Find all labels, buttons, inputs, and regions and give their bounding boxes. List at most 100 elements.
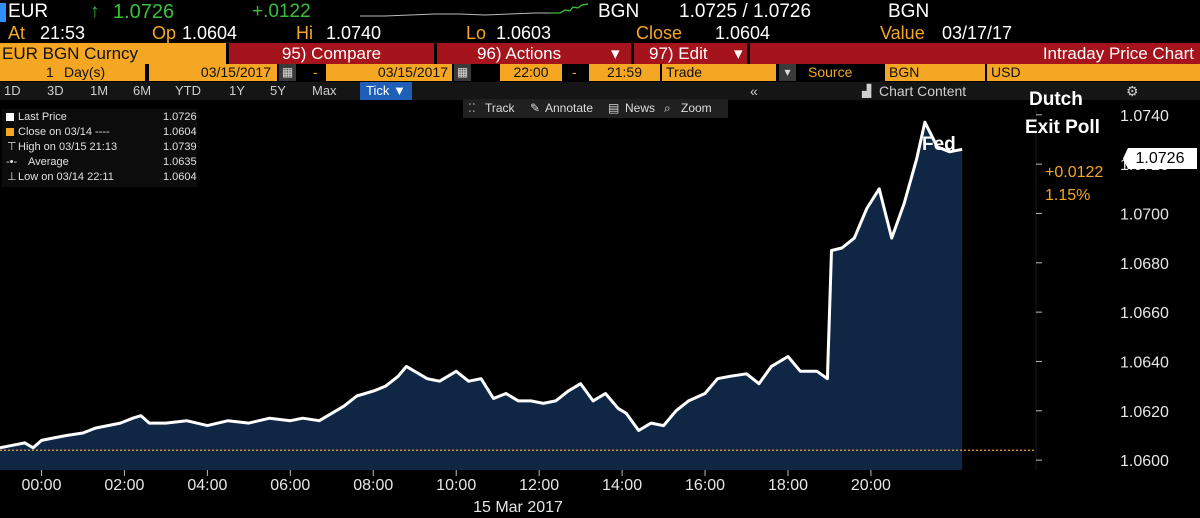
- time-separator: -: [572, 64, 577, 80]
- x-axis-title: 15 Mar 2017: [473, 499, 563, 516]
- y-tick-label: 1.0660: [1120, 305, 1169, 322]
- y-tick-label: 1.0680: [1120, 256, 1169, 273]
- x-tick-label: 06:00: [270, 477, 310, 494]
- collapse-icon[interactable]: «: [750, 83, 758, 99]
- news-icon: ▤: [608, 101, 620, 115]
- tab-1m[interactable]: 1M: [90, 83, 109, 98]
- annotate-icon: ✎: [530, 101, 541, 115]
- x-tick-label: 18:00: [768, 477, 808, 494]
- currency-field[interactable]: USD: [987, 64, 1200, 81]
- source-label: Source: [808, 64, 853, 80]
- x-tick-label: 16:00: [685, 477, 725, 494]
- chart-icon: ▟: [862, 84, 872, 98]
- legend-label: Last Price: [18, 111, 67, 123]
- x-tick-label: 04:00: [187, 477, 227, 494]
- tab-5y[interactable]: 5Y: [270, 83, 286, 98]
- low-marker-icon: ⊥: [7, 171, 17, 183]
- y-tick-label: 1.0600: [1120, 453, 1169, 470]
- edit-label: 97) Edit: [649, 44, 708, 63]
- y-tick-label: 1.0700: [1120, 206, 1169, 223]
- legend-label: Low on 03/14 22:11: [18, 171, 114, 183]
- zoom-button[interactable]: Zoom: [681, 101, 712, 115]
- x-tick-label: 10:00: [436, 477, 476, 494]
- dutch-annotation-line2: Exit Poll: [1025, 117, 1100, 138]
- value-label: Value: [880, 23, 925, 43]
- close-label: Close: [636, 23, 683, 43]
- chart-content-button[interactable]: Chart Content: [879, 83, 967, 99]
- x-tick-label: 12:00: [519, 477, 559, 494]
- legend-value: 1.0604: [163, 171, 197, 183]
- start-time-field[interactable]: 22:00: [500, 64, 562, 81]
- period-field[interactable]: 1 Day(s): [0, 64, 145, 81]
- legend-high: ⊤ High on 03/15 21:13 1.0739: [6, 140, 197, 155]
- y-tick-label: 1.0640: [1120, 354, 1169, 371]
- legend-label: Close on 03/14 ----: [18, 126, 110, 138]
- gear-icon[interactable]: ⚙: [1126, 83, 1139, 99]
- annotate-button[interactable]: Annotate: [545, 101, 594, 115]
- y-tick-label: 1.0740: [1120, 108, 1169, 125]
- tab-3d[interactable]: 3D: [47, 83, 64, 98]
- quote-details: At 21:53 Op 1.0604 Hi 1.0740 Lo 1.0603 C…: [0, 22, 1200, 44]
- tab-1d[interactable]: 1D: [4, 83, 21, 98]
- edit-button[interactable]: 97) Edit ▾: [634, 43, 747, 64]
- end-calendar-icon[interactable]: ▦: [454, 64, 471, 81]
- tab-1y[interactable]: 1Y: [229, 83, 245, 98]
- zoom-icon: ⌕: [664, 101, 671, 115]
- compare-button[interactable]: 95) Compare: [229, 43, 434, 64]
- legend-low: ⊥ Low on 03/14 22:11 1.0604: [6, 170, 197, 185]
- end-date-field[interactable]: 03/15/2017: [326, 64, 452, 81]
- at-label: At: [8, 23, 26, 43]
- legend-value: 1.0635: [163, 156, 197, 168]
- change-percent: 1.15%: [1045, 187, 1091, 204]
- sparkline: [360, 3, 588, 17]
- x-tick-label: 08:00: [353, 477, 393, 494]
- orange-square-icon: [6, 128, 14, 136]
- settings-bar: 1 Day(s) 03/15/2017 ▦ - 03/15/2017 ▦ 22:…: [0, 64, 1200, 82]
- period-number: 1: [46, 64, 54, 80]
- quote-line: EUR ↑ 1.0726 +.0122 BGN 1.0725 / 1.0726 …: [0, 0, 1200, 24]
- close-value: 1.0604: [715, 23, 771, 43]
- average-marker-icon: -•-: [6, 156, 18, 168]
- legend-last-price: Last Price 1.0726: [6, 110, 197, 125]
- chart-toolbar: ⁚⁚ Track ✎ Annotate ▤ News ⌕ Zoom: [463, 99, 728, 118]
- news-button[interactable]: News: [625, 101, 656, 115]
- edit-dropdown-icon: ▾: [734, 44, 743, 63]
- field-select[interactable]: Trade: [662, 64, 776, 81]
- y-axis: 1.0600 1.0620 1.0640 1.0660 1.0680 1.0700 1.07…: [1036, 108, 1169, 470]
- x-tick-label: 14:00: [602, 477, 642, 494]
- price-source-2: BGN: [888, 1, 930, 22]
- compare-label: 95) Compare: [281, 44, 382, 63]
- tab-ytd[interactable]: YTD: [175, 83, 201, 98]
- ticker[interactable]: EUR: [8, 1, 49, 22]
- high-label: Hi: [296, 23, 313, 43]
- date-separator: -: [313, 64, 318, 80]
- actions-button[interactable]: 96) Actions ▾: [437, 43, 631, 64]
- legend-value: 1.0604: [163, 126, 197, 138]
- end-time-field[interactable]: 21:59: [589, 64, 660, 81]
- security-field[interactable]: EUR BGN Curncy: [0, 43, 226, 64]
- low-label: Lo: [466, 23, 487, 43]
- start-date-field[interactable]: 03/15/2017: [149, 64, 277, 81]
- x-axis: 00:00 02:00 04:00 06:00 08:00 10:00 12:00 14:00…: [21, 470, 891, 494]
- tab-6m[interactable]: 6M: [133, 83, 152, 98]
- actions-dropdown-icon: ▾: [611, 44, 620, 63]
- last-price: 1.0726: [113, 1, 175, 23]
- fed-annotation: Fed: [922, 134, 956, 155]
- legend-value: 1.0739: [163, 141, 197, 153]
- legend-average: -•- Average 1.0635: [6, 155, 197, 170]
- source-field[interactable]: BGN: [885, 64, 985, 81]
- track-button[interactable]: Track: [485, 101, 515, 115]
- y-tick-label: 1.0620: [1120, 404, 1169, 421]
- track-icon: ⁚⁚: [468, 101, 476, 115]
- menu-bar: EUR BGN Curncy 95) Compare 96) Actions ▾…: [0, 43, 1200, 64]
- tab-tick[interactable]: Tick ▼: [360, 82, 412, 100]
- start-calendar-icon[interactable]: ▦: [279, 64, 296, 81]
- actions-label: 96) Actions: [477, 44, 562, 63]
- x-tick-label: 00:00: [21, 477, 61, 494]
- value-date: 03/17/17: [942, 23, 1013, 43]
- tab-max[interactable]: Max: [312, 83, 337, 98]
- legend-label: Average: [28, 156, 69, 168]
- field-dropdown-icon[interactable]: ▾: [779, 64, 796, 81]
- x-tick-label: 02:00: [104, 477, 144, 494]
